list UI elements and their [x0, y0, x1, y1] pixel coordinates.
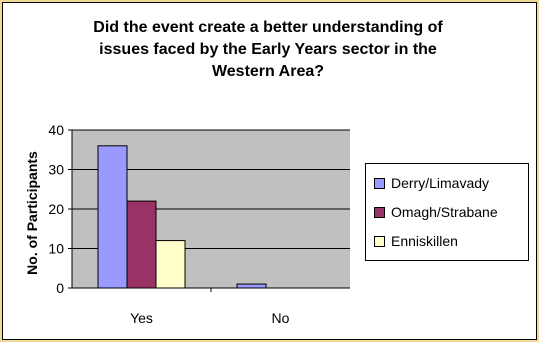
- legend-item-enniskillen: Enniskillen: [374, 232, 458, 250]
- x-category-label: No: [272, 310, 290, 326]
- chart-title-line-3: Western Area?: [211, 63, 325, 80]
- bar-no-derry-limavady: [236, 283, 267, 289]
- legend-swatch-derry-limavady: [374, 177, 385, 189]
- axes-layer: [68, 129, 350, 292]
- chart-svg: 0 10 20 30 40 Yes No No. of Participants: [24, 122, 350, 326]
- labels-layer: 0 10 20 30 40 Yes No: [48, 122, 289, 326]
- y-tick-label: 20: [48, 201, 64, 217]
- y-tick-label: 0: [56, 280, 64, 296]
- legend: Derry/Limavady Omagh/Strabane Enniskille…: [365, 163, 529, 261]
- legend-item-derry-limavady: Derry/Limavady: [374, 174, 489, 192]
- y-tick-label: 40: [48, 122, 64, 138]
- chart-title-line-2: issues faced by the Early Years sector i…: [99, 41, 437, 58]
- legend-item-omagh-strabane: Omagh/Strabane: [374, 203, 498, 221]
- y-tick-label: 30: [48, 162, 64, 178]
- legend-label-omagh-strabane: Omagh/Strabane: [391, 204, 498, 220]
- x-category-label: Yes: [130, 310, 153, 326]
- bar-yes-derry-limavady: [97, 145, 128, 289]
- legend-swatch-enniskillen: [374, 235, 385, 247]
- chart-title-line-1: Did the event create a better understand…: [93, 19, 443, 36]
- bar-yes-enniskillen: [155, 240, 186, 289]
- legend-label-enniskillen: Enniskillen: [391, 233, 458, 249]
- bars-layer: [97, 145, 267, 289]
- chart-title: Did the event create a better understand…: [43, 17, 493, 83]
- legend-label-derry-limavady: Derry/Limavady: [391, 175, 490, 191]
- bar-yes-omagh-strabane: [126, 200, 157, 289]
- legend-swatch-omagh-strabane: [374, 206, 385, 218]
- y-axis-label: No. of Participants: [24, 151, 40, 275]
- y-tick-label: 10: [48, 241, 64, 257]
